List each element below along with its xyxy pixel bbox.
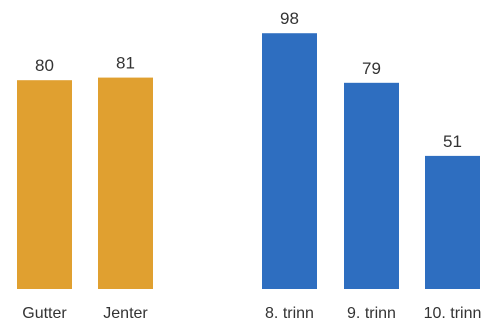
tick-label-gutter: Gutter	[22, 305, 67, 322]
tick-label-10-trinn: 10. trinn	[424, 305, 482, 322]
value-label-8-trinn: 98	[280, 9, 299, 28]
tick-label-8-trinn: 8. trinn	[265, 305, 314, 322]
value-label-9-trinn: 79	[362, 59, 381, 78]
value-label-10-trinn: 51	[443, 132, 462, 151]
tick-label-9-trinn: 9. trinn	[347, 305, 396, 322]
value-label-gutter: 80	[35, 56, 54, 75]
bar-9-trinn	[344, 82, 399, 289]
bar-10-trinn	[425, 155, 480, 289]
value-label-jenter: 81	[116, 54, 135, 73]
tick-label-jenter: Jenter	[103, 305, 148, 322]
bar-8-trinn	[262, 33, 317, 289]
value-labels-group: 80 81 98 79 51	[35, 9, 462, 151]
tick-labels-group: Gutter Jenter 8. trinn 9. trinn 10. trinn	[22, 305, 481, 322]
bars-group	[17, 33, 480, 289]
bar-jenter	[98, 77, 153, 289]
bar-gutter	[17, 80, 72, 289]
